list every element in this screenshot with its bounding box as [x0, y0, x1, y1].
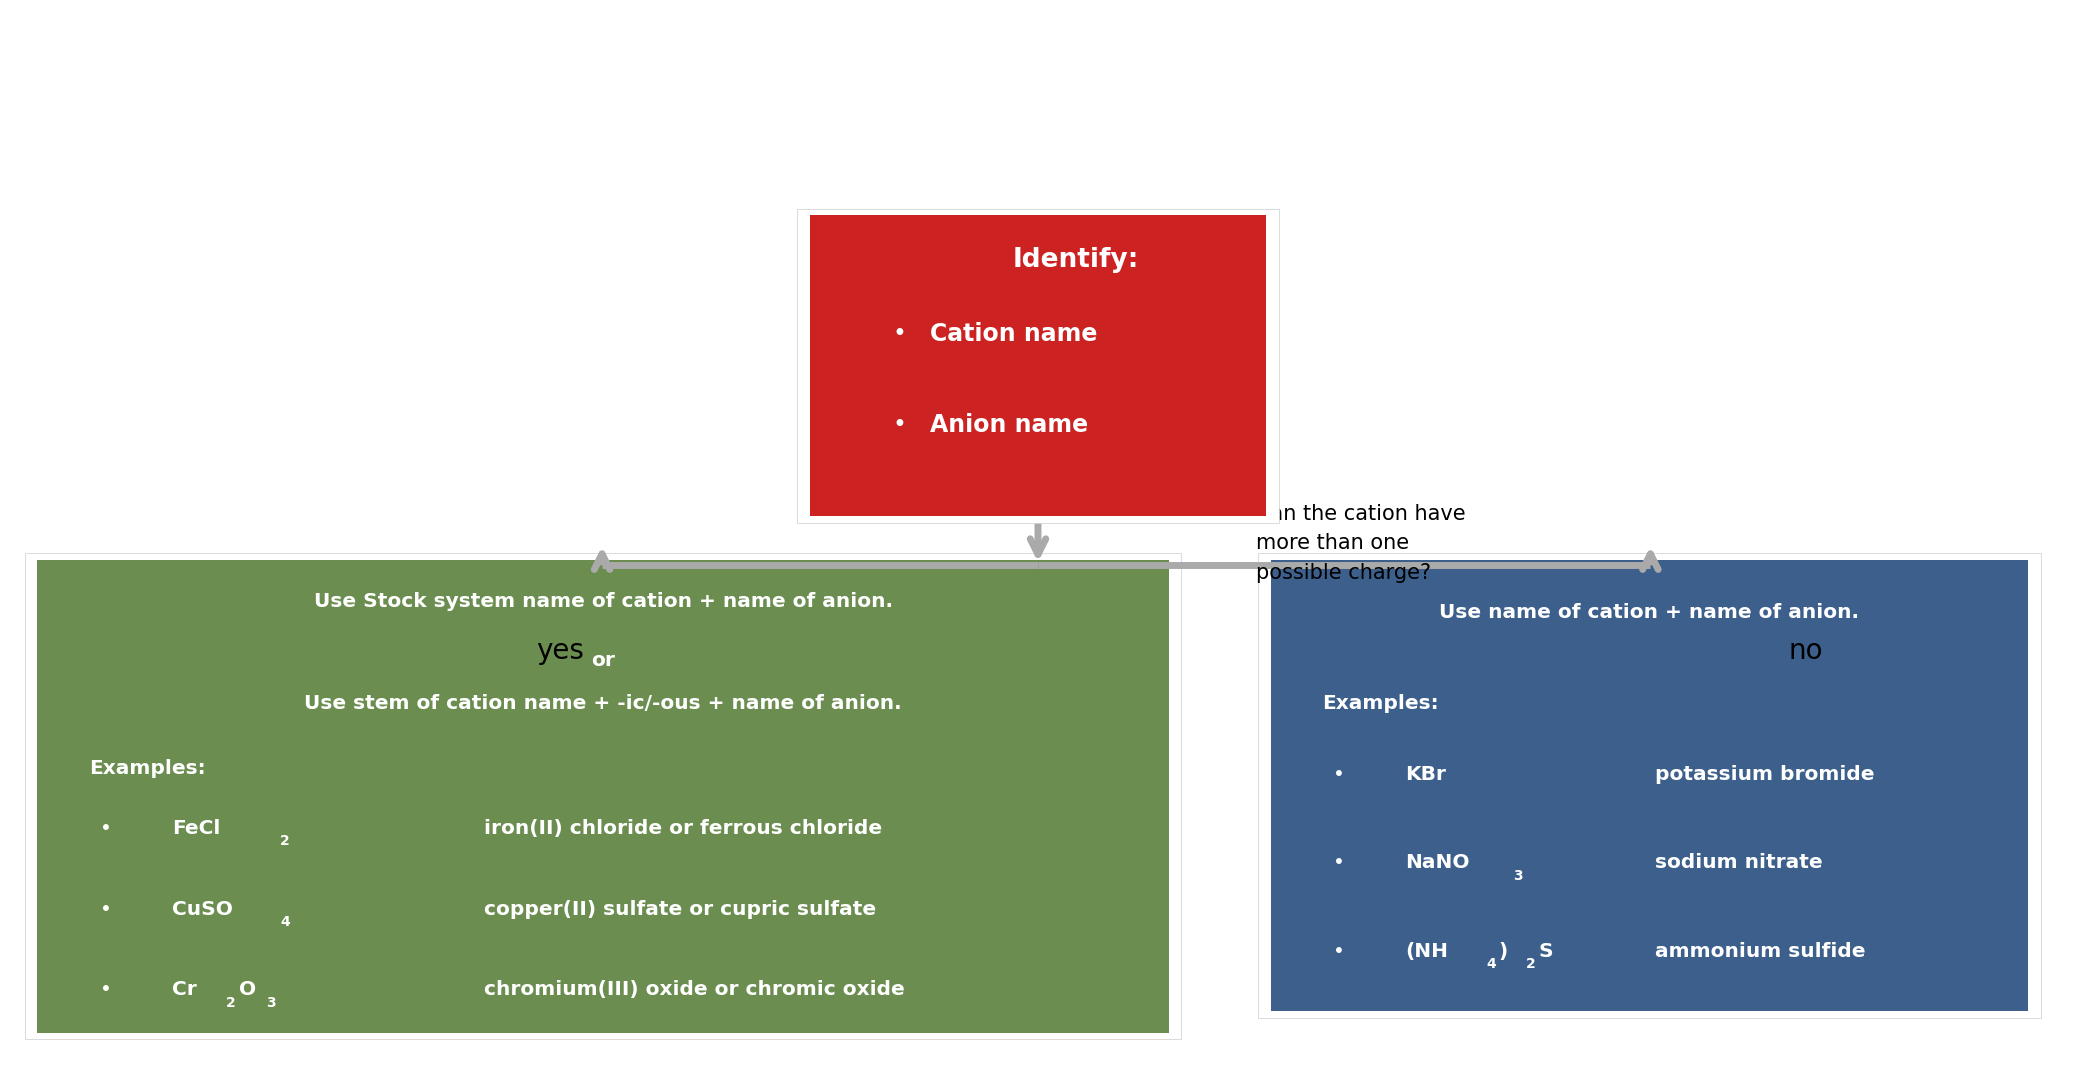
- Text: no: no: [1790, 637, 1823, 665]
- Text: 2: 2: [1526, 957, 1536, 972]
- Text: •: •: [1333, 853, 1345, 873]
- Text: sodium nitrate: sodium nitrate: [1655, 853, 1823, 873]
- FancyBboxPatch shape: [810, 215, 1266, 516]
- Text: ): ): [1499, 942, 1507, 961]
- Text: 3: 3: [266, 995, 276, 1010]
- Text: FeCl: FeCl: [172, 819, 220, 838]
- FancyBboxPatch shape: [1271, 560, 2028, 1011]
- Text: 2: 2: [226, 995, 237, 1010]
- Text: Examples:: Examples:: [89, 759, 206, 778]
- Text: (NH: (NH: [1405, 942, 1449, 961]
- Text: Anion name: Anion name: [930, 413, 1088, 437]
- Text: •: •: [893, 413, 907, 437]
- Text: Use stem of cation name + -ic/-ous + name of anion.: Use stem of cation name + -ic/-ous + nam…: [305, 694, 901, 713]
- Text: Examples:: Examples:: [1322, 694, 1439, 713]
- Text: •: •: [1333, 942, 1345, 961]
- Text: 4: 4: [1486, 957, 1497, 972]
- Text: Can the cation have
more than one
possible charge?: Can the cation have more than one possib…: [1256, 504, 1466, 583]
- Text: •: •: [100, 900, 112, 919]
- Text: •: •: [100, 980, 112, 1000]
- Text: Identify:: Identify:: [1013, 247, 1140, 273]
- Text: Cr: Cr: [172, 980, 197, 1000]
- FancyBboxPatch shape: [1281, 565, 2039, 1017]
- Text: Use Stock system name of cation + name of anion.: Use Stock system name of cation + name o…: [313, 592, 893, 611]
- FancyBboxPatch shape: [797, 209, 1279, 523]
- Text: •: •: [100, 819, 112, 838]
- Text: KBr: KBr: [1405, 765, 1447, 784]
- Text: ammonium sulfide: ammonium sulfide: [1655, 942, 1864, 961]
- Text: O: O: [239, 980, 255, 1000]
- Text: potassium bromide: potassium bromide: [1655, 765, 1875, 784]
- FancyBboxPatch shape: [48, 565, 1179, 1038]
- Text: iron(II) chloride or ferrous chloride: iron(II) chloride or ferrous chloride: [484, 819, 882, 838]
- FancyBboxPatch shape: [25, 553, 1181, 1039]
- Text: 4: 4: [280, 915, 291, 930]
- Text: 2: 2: [280, 834, 291, 849]
- Text: NaNO: NaNO: [1405, 853, 1470, 873]
- FancyBboxPatch shape: [820, 221, 1277, 522]
- Text: chromium(III) oxide or chromic oxide: chromium(III) oxide or chromic oxide: [484, 980, 905, 1000]
- Text: •: •: [893, 322, 907, 345]
- Text: 3: 3: [1513, 868, 1524, 883]
- FancyBboxPatch shape: [1258, 553, 2041, 1018]
- Text: yes: yes: [536, 637, 585, 665]
- Text: Cation name: Cation name: [930, 322, 1098, 345]
- Text: •: •: [1333, 765, 1345, 784]
- Text: copper(II) sulfate or cupric sulfate: copper(II) sulfate or cupric sulfate: [484, 900, 876, 919]
- Text: CuSO: CuSO: [172, 900, 233, 919]
- Text: or: or: [592, 651, 614, 670]
- Text: S: S: [1538, 942, 1553, 961]
- FancyBboxPatch shape: [37, 560, 1169, 1033]
- Text: Use name of cation + name of anion.: Use name of cation + name of anion.: [1439, 603, 1860, 622]
